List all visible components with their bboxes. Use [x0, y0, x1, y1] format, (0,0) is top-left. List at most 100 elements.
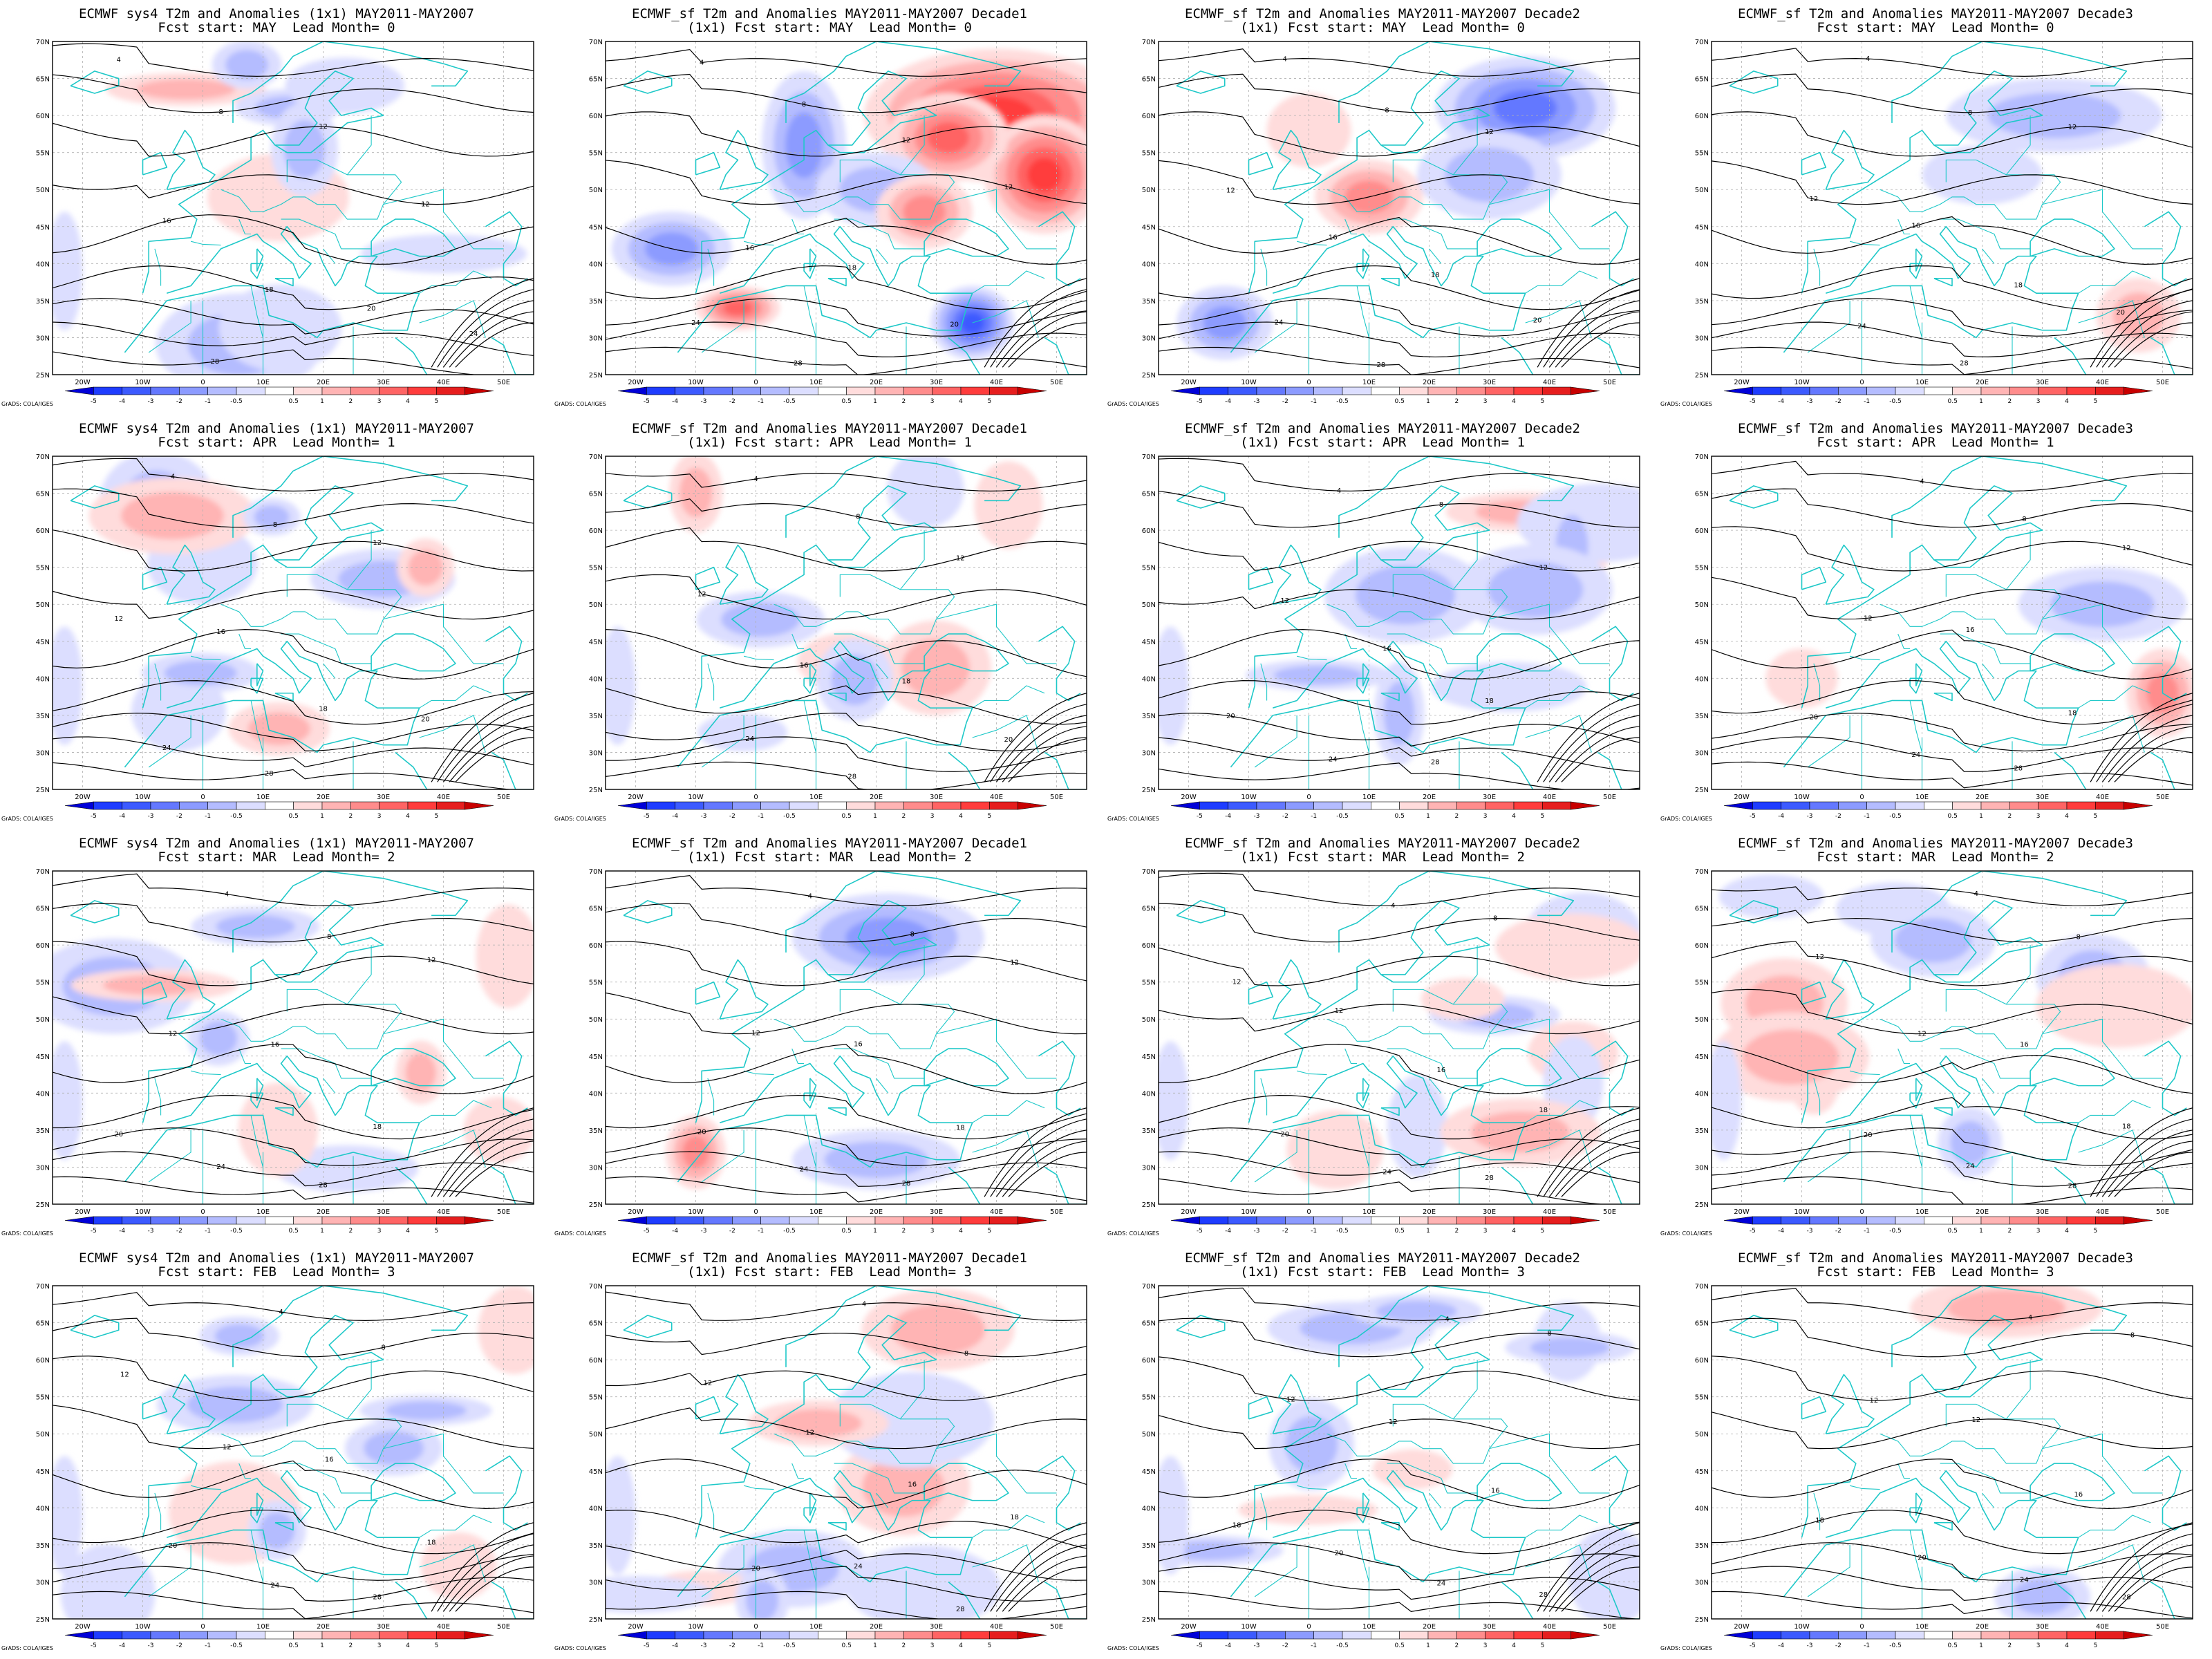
- credit-text: GrADS: COLA/IGES: [1107, 401, 1159, 407]
- colorbar-label: -5: [91, 1642, 97, 1649]
- colorbar-swatch: [874, 1631, 904, 1640]
- lon-tick-label: 20W: [75, 794, 91, 801]
- colorbar-swatch: [64, 1631, 94, 1640]
- colorbar-swatch: [1018, 1631, 1047, 1640]
- lon-tick-label: 10W: [1241, 379, 1257, 386]
- lon-tick-label: 10E: [1362, 379, 1376, 386]
- colorbar-swatch: [1866, 801, 1896, 810]
- colorbar-swatch: [1895, 1631, 1924, 1640]
- map-svg: 481212161820242870N65N60N55N50N45N40N35N…: [36, 39, 534, 405]
- cold-anomaly: [887, 456, 964, 528]
- isotherm: [443, 715, 534, 782]
- lon-tick-label: 20E: [1423, 1623, 1436, 1631]
- colorbar-swatch: [1399, 801, 1429, 810]
- cold-anomaly: [53, 626, 83, 745]
- isotherm-label: 8: [327, 933, 331, 941]
- lon-tick-label: 10W: [135, 1623, 151, 1631]
- lat-tick-label: 50N: [589, 1016, 603, 1024]
- isotherm: [455, 1152, 534, 1197]
- lon-tick-label: 10E: [256, 794, 270, 801]
- colorbar-label: -5: [1750, 1228, 1756, 1235]
- colorbar-swatch: [1952, 1631, 1982, 1640]
- colorbar-swatch: [932, 1631, 962, 1640]
- lon-tick-label: 20W: [1734, 794, 1750, 801]
- isotherm-label: 20: [1280, 1131, 1289, 1138]
- panel-title: ECMWF_sf T2m and Anomalies MAY2011-MAY20…: [632, 421, 1027, 436]
- isotherm: [431, 1522, 534, 1612]
- lon-tick-label: 50E: [497, 1208, 510, 1216]
- colorbar-label: 5: [987, 398, 991, 405]
- colorbar-swatch: [1371, 1631, 1400, 1640]
- lat-tick-label: 30N: [1695, 335, 1709, 342]
- colorbar-swatch: [1513, 801, 1543, 810]
- isotherm-label: 8: [381, 1344, 385, 1351]
- isotherm-label: 20: [114, 1131, 123, 1138]
- lon-tick-label: 20E: [1976, 379, 1989, 386]
- lon-tick-label: 50E: [2156, 1208, 2169, 1216]
- isotherm-label: 24: [1437, 1580, 1446, 1587]
- colorbar-label: 3: [2036, 1642, 2041, 1649]
- panel-subtitle: (1x1) Fcst start: FEB Lead Month= 3: [1240, 1264, 1525, 1280]
- isotherm-label: 28: [847, 774, 856, 781]
- warm-anomaly: [137, 79, 236, 100]
- colorbar-label: -3: [701, 1642, 707, 1649]
- colorbar-label: -5: [1750, 398, 1756, 405]
- colorbar-label: 0.5: [289, 398, 299, 405]
- isotherm: [1537, 278, 1640, 368]
- isotherm-label: 16: [1966, 626, 1975, 634]
- isotherm-label: 18: [1010, 1514, 1019, 1521]
- colorbar-label: 3: [930, 813, 935, 820]
- colorbar-swatch: [2066, 386, 2096, 395]
- colorbar-label: -3: [701, 398, 707, 405]
- coastlines: [1176, 871, 1640, 1204]
- isotherm-label: 20: [367, 305, 376, 312]
- colorbar: -5 -4 -3 -2 -1 -0.5 0.5 1 2 3 4 5: [64, 1631, 494, 1649]
- axis-labels: 70N 65N 60N 55N 50N 45N 40N 35N 30N 25N 20W 10W 0 10E…: [36, 39, 510, 386]
- colorbar-label: -1: [205, 1228, 211, 1235]
- map-svg: 481212161820242870N65N60N55N50N45N40N35N…: [589, 453, 1087, 820]
- lat-tick-label: 65N: [589, 1320, 603, 1328]
- colorbar-swatch: [321, 801, 351, 810]
- colorbar-swatch: [2038, 1216, 2068, 1225]
- colorbar-swatch: [1838, 801, 1867, 810]
- isotherm-label: 12: [1389, 1418, 1398, 1426]
- warm-anomaly: [1471, 1111, 1570, 1153]
- colorbar-swatch: [874, 801, 904, 810]
- lon-tick-label: 20E: [1976, 1208, 1989, 1216]
- lon-tick-label: 0: [200, 1208, 205, 1216]
- colorbar-swatch: [1781, 386, 1810, 395]
- colorbar-label: -1: [758, 398, 764, 405]
- colorbar: -5 -4 -3 -2 -1 -0.5 0.5 1 2 3 4 5: [617, 1216, 1047, 1235]
- colorbar-swatch: [321, 386, 351, 395]
- colorbar-label: 1: [1979, 1642, 1983, 1649]
- colorbar-swatch: [617, 1631, 647, 1640]
- lon-tick-label: 40E: [2096, 379, 2109, 386]
- colorbar-swatch: [818, 1631, 847, 1640]
- colorbar-swatch: [874, 386, 904, 395]
- colorbar-swatch: [1513, 1631, 1543, 1640]
- isotherm-label: 28: [319, 1182, 328, 1190]
- colorbar-swatch: [1456, 801, 1485, 810]
- anomaly-layer: [53, 1286, 534, 1619]
- map-panel: ECMWF_sf T2m and Anomalies MAY2011-MAY20…: [553, 0, 1106, 415]
- colorbar-swatch: [1542, 1631, 1571, 1640]
- isotherm-label: 24: [1382, 1168, 1391, 1176]
- colorbar-swatch: [93, 801, 122, 810]
- isotherm-label: 4: [1974, 890, 1978, 898]
- colorbar-swatch: [265, 801, 294, 810]
- colorbar-label: -4: [1778, 1642, 1784, 1649]
- isotherm-label: 12: [421, 200, 430, 208]
- isotherm-label: 24: [216, 1163, 225, 1171]
- lat-tick-label: 40N: [36, 675, 50, 683]
- lat-tick-label: 30N: [589, 335, 603, 342]
- isotherm-label: 8: [273, 521, 277, 529]
- isotherm-label: 16: [271, 1041, 280, 1049]
- lon-tick-label: 10E: [1362, 1208, 1376, 1216]
- panel-title: ECMWF sys4 T2m and Anomalies (1x1) MAY20…: [79, 836, 474, 851]
- colorbar-label: 4: [959, 1228, 963, 1235]
- colorbar-label: 3: [2036, 398, 2041, 405]
- colorbar-swatch: [646, 1216, 675, 1225]
- colorbar-label: -4: [1778, 813, 1784, 820]
- lon-tick-label: 0: [1859, 1208, 1864, 1216]
